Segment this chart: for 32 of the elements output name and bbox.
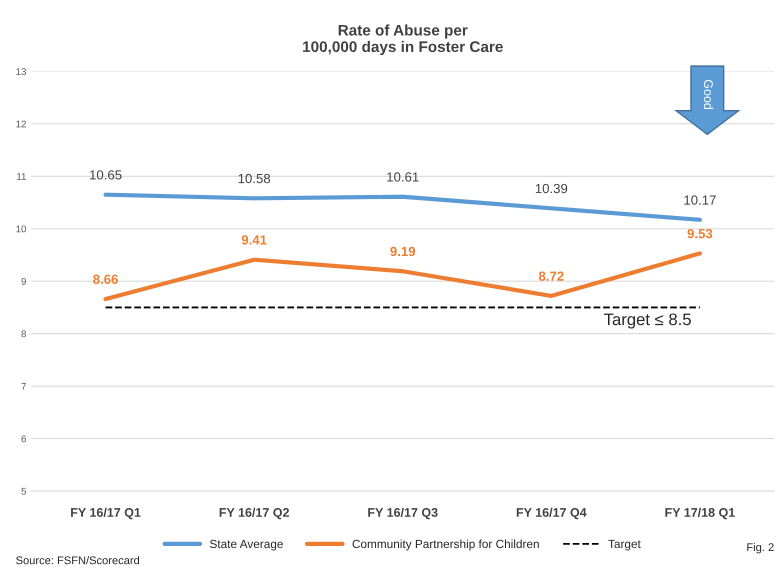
legend-label: Target <box>608 540 641 550</box>
data-label: 8.72 <box>538 271 564 281</box>
y-tick-label: 5 <box>21 488 26 495</box>
data-label: 10.65 <box>90 170 122 180</box>
y-tick-label: 13 <box>16 68 26 75</box>
x-tick-label: FY 17/18 Q1 <box>665 508 735 520</box>
y-tick-label: 11 <box>17 173 26 180</box>
data-label: 9.19 <box>390 246 416 256</box>
x-tick-label: FY 16/17 Q1 <box>71 508 141 520</box>
x-tick-label: FY 16/17 Q4 <box>516 508 587 520</box>
y-tick-label: 8 <box>21 330 26 338</box>
data-label: 10.58 <box>238 174 270 184</box>
y-tick-label: 10 <box>16 225 26 232</box>
x-tick-label: FY 16/17 Q2 <box>220 508 289 520</box>
x-tick-label: FY 16/17 Q3 <box>368 508 438 520</box>
data-label: 10.61 <box>387 172 419 182</box>
caption: Fig. 2 <box>747 542 774 554</box>
y-tick-label: 9 <box>21 278 26 285</box>
chart-title: Rate of Abuse per 100,000 days in Foster Care <box>303 24 503 56</box>
data-label: 8.66 <box>93 274 118 284</box>
legend-label: Community Partnership for Children <box>352 539 539 550</box>
data-label: 9.53 <box>688 228 712 238</box>
annotation: Good <box>704 80 714 110</box>
data-label: 10.17 <box>684 195 716 205</box>
source-note: Source: FSFN/Scorecard <box>16 556 140 564</box>
annotation: Target ≤ 8.5 <box>604 313 691 329</box>
legend-label: State Average <box>210 540 283 550</box>
data-label: 9.41 <box>242 235 267 245</box>
y-tick-label: 7 <box>22 382 26 390</box>
y-tick-label: 6 <box>22 435 26 442</box>
y-tick-label: 12 <box>16 120 26 128</box>
data-label: 10.39 <box>536 184 568 194</box>
